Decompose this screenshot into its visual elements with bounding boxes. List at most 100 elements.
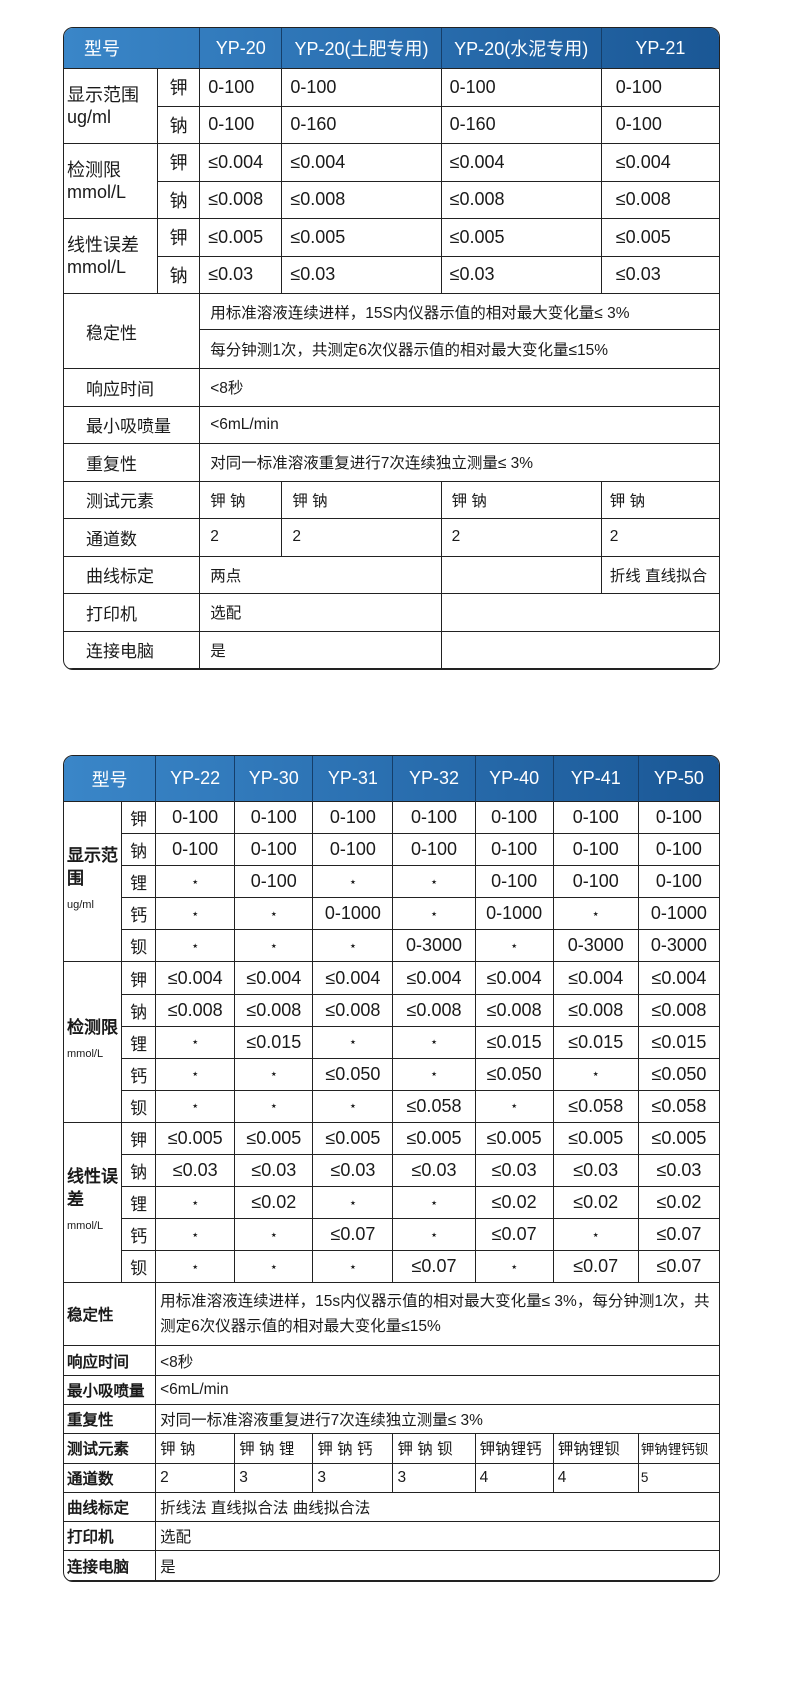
value-cell: 2: [156, 1463, 236, 1493]
value-cell: 2: [601, 519, 719, 557]
value-cell: 0-100: [601, 106, 719, 144]
value-cell: [441, 594, 719, 632]
value-cell: ≤0.03: [282, 256, 442, 294]
group-label: 线性误差: [67, 1166, 118, 1209]
value-cell: ≤0.03: [638, 1155, 719, 1188]
value-cell: ≤0.005: [441, 219, 602, 257]
value-cell: ⋆: [393, 1187, 476, 1220]
value-cell: 0-160: [282, 106, 442, 144]
value-cell: ≤0.004: [601, 144, 719, 182]
value-cell: 是: [200, 631, 442, 669]
table-row: 钠 0-100 0-100 0-100 0-100 0-100 0-100 0-100: [64, 834, 719, 867]
value-cell: ⋆: [475, 1251, 554, 1284]
value-cell: ⋆: [156, 930, 236, 963]
value-cell: ≤0.07: [553, 1251, 639, 1284]
group-unit: mmol/L: [67, 1047, 104, 1060]
value-cell: 0-100: [313, 802, 394, 835]
value-cell: ≤0.004: [282, 144, 442, 182]
value-cell: ≤0.03: [601, 256, 719, 294]
group-label-cell: 显示范围 ug/ml: [64, 802, 123, 963]
value-cell: ≤0.004: [475, 962, 554, 995]
element-label: 钡: [122, 1090, 157, 1123]
value-cell: [441, 631, 719, 669]
row-label: 连接电脑: [64, 631, 201, 669]
group-label-cell: 线性误差 mmol/L: [64, 1122, 123, 1284]
row-label: 通道数: [64, 1463, 157, 1493]
table-row: 钙 ⋆ ⋆ ≤0.07 ⋆ ≤0.07 ⋆ ≤0.07: [64, 1219, 719, 1252]
model-column-header: YP-41: [553, 756, 639, 802]
value-cell: ≤0.050: [638, 1058, 719, 1091]
element-label: 钙: [122, 1058, 157, 1091]
stability-row: 每分钟测1次，共测定6次仪器示值的相对最大变化量≤15%: [64, 330, 719, 369]
value-cell: ⋆: [313, 1026, 394, 1059]
group-unit: mmol/L: [67, 1219, 104, 1232]
table-row: 锂 ⋆ ≤0.02 ⋆ ⋆ ≤0.02 ≤0.02 ≤0.02: [64, 1187, 719, 1220]
value-cell: ≤0.050: [313, 1058, 394, 1091]
table-row: 连接电脑是: [64, 1551, 719, 1581]
value-cell: ≤0.058: [393, 1090, 476, 1123]
value-cell: 0-100: [313, 834, 394, 867]
value-cell: ≤0.004: [200, 144, 283, 182]
table-row: 钡 ⋆ ⋆ ⋆ ≤0.058 ⋆ ≤0.058 ≤0.058: [64, 1090, 719, 1123]
value-cell: ⋆: [235, 1251, 314, 1284]
value-cell: 钾 钠: [200, 481, 283, 519]
value-cell: ⋆: [553, 1058, 639, 1091]
table-row: 曲线标定 两点 折线 直线拟合: [64, 556, 719, 594]
value-cell: ⋆: [393, 1026, 476, 1059]
stability-row: 稳定性 用标准溶液连续进样，15s内仪器示值的相对最大变化量≤ 3%，每分钟测1次…: [64, 1283, 719, 1347]
spec-table-2: 型号 YP-22 YP-30 YP-31 YP-32 YP-40 YP-41 YP-50 显示范…: [64, 756, 719, 1581]
value-cell: [441, 556, 602, 594]
value-cell: ≤0.005: [156, 1122, 236, 1156]
value-cell: ≤0.02: [235, 1187, 314, 1220]
value-cell: 0-100: [553, 802, 639, 835]
value-cell: 选配: [156, 1522, 719, 1552]
stability-label: 稳定性: [64, 1283, 157, 1347]
row-label: 测试元素: [64, 481, 201, 519]
value-cell: ⋆: [156, 898, 236, 931]
value-cell: 0-1000: [475, 898, 554, 931]
row-label: 最小吸喷量: [64, 1375, 157, 1405]
row-label: 通道数: [64, 519, 201, 557]
value-cell: ≤0.004: [235, 962, 314, 995]
row-label: 连接电脑: [64, 1551, 157, 1581]
table-row: 锂 ⋆ ≤0.015 ⋆ ⋆ ≤0.015 ≤0.015 ≤0.015: [64, 1026, 719, 1059]
value-cell: ≤0.058: [638, 1090, 719, 1123]
group-label-cell: 线性误差 mmol/L: [64, 219, 159, 294]
row-label: 曲线标定: [64, 1492, 157, 1523]
value-cell: <8秒: [200, 369, 719, 407]
value-cell: 0-100: [553, 866, 639, 899]
value-cell: ≤0.004: [553, 962, 639, 995]
value-cell: ≤0.015: [553, 1026, 639, 1059]
value-cell: 0-100: [200, 106, 283, 144]
group-label-cell: 检测限 mmol/L: [64, 962, 123, 1123]
row-label: 测试元素: [64, 1434, 157, 1464]
value-cell: 选配: [200, 594, 442, 632]
value-cell: ≤0.03: [156, 1155, 236, 1188]
table-row: 钡 ⋆ ⋆ ⋆ ≤0.07 ⋆ ≤0.07 ≤0.07: [64, 1251, 719, 1284]
value-cell: ⋆: [156, 1058, 236, 1091]
value-cell: ≤0.005: [553, 1122, 639, 1156]
value-cell: ⋆: [235, 1090, 314, 1123]
value-cell: 0-1000: [638, 898, 719, 931]
value-cell: 0-100: [393, 802, 476, 835]
element-label: 钡: [122, 1251, 157, 1284]
element-label: 钾: [122, 1122, 157, 1156]
value-cell: 0-100: [475, 802, 554, 835]
value-cell: ≤0.005: [313, 1122, 394, 1156]
value-cell: 0-3000: [393, 930, 476, 963]
value-cell: 0-100: [553, 834, 639, 867]
value-cell: ⋆: [156, 1187, 236, 1220]
value-cell: ⋆: [156, 866, 236, 899]
value-cell: 2: [282, 519, 442, 557]
model-column-header: YP-20(土肥专用): [282, 28, 442, 69]
value-cell: ≤0.050: [475, 1058, 554, 1091]
value-cell: ≤0.03: [393, 1155, 476, 1188]
element-label: 钾: [158, 144, 201, 182]
value-cell: 3: [235, 1463, 314, 1493]
table-row: 最小吸喷量 <6mL/min: [64, 406, 719, 444]
value-cell: ≤0.02: [553, 1187, 639, 1220]
model-column-header: YP-31: [313, 756, 394, 802]
model-column-header: YP-30: [235, 756, 314, 802]
value-cell: 钾 钠: [282, 481, 442, 519]
group-label-cell: 检测限 mmol/L: [64, 144, 159, 219]
